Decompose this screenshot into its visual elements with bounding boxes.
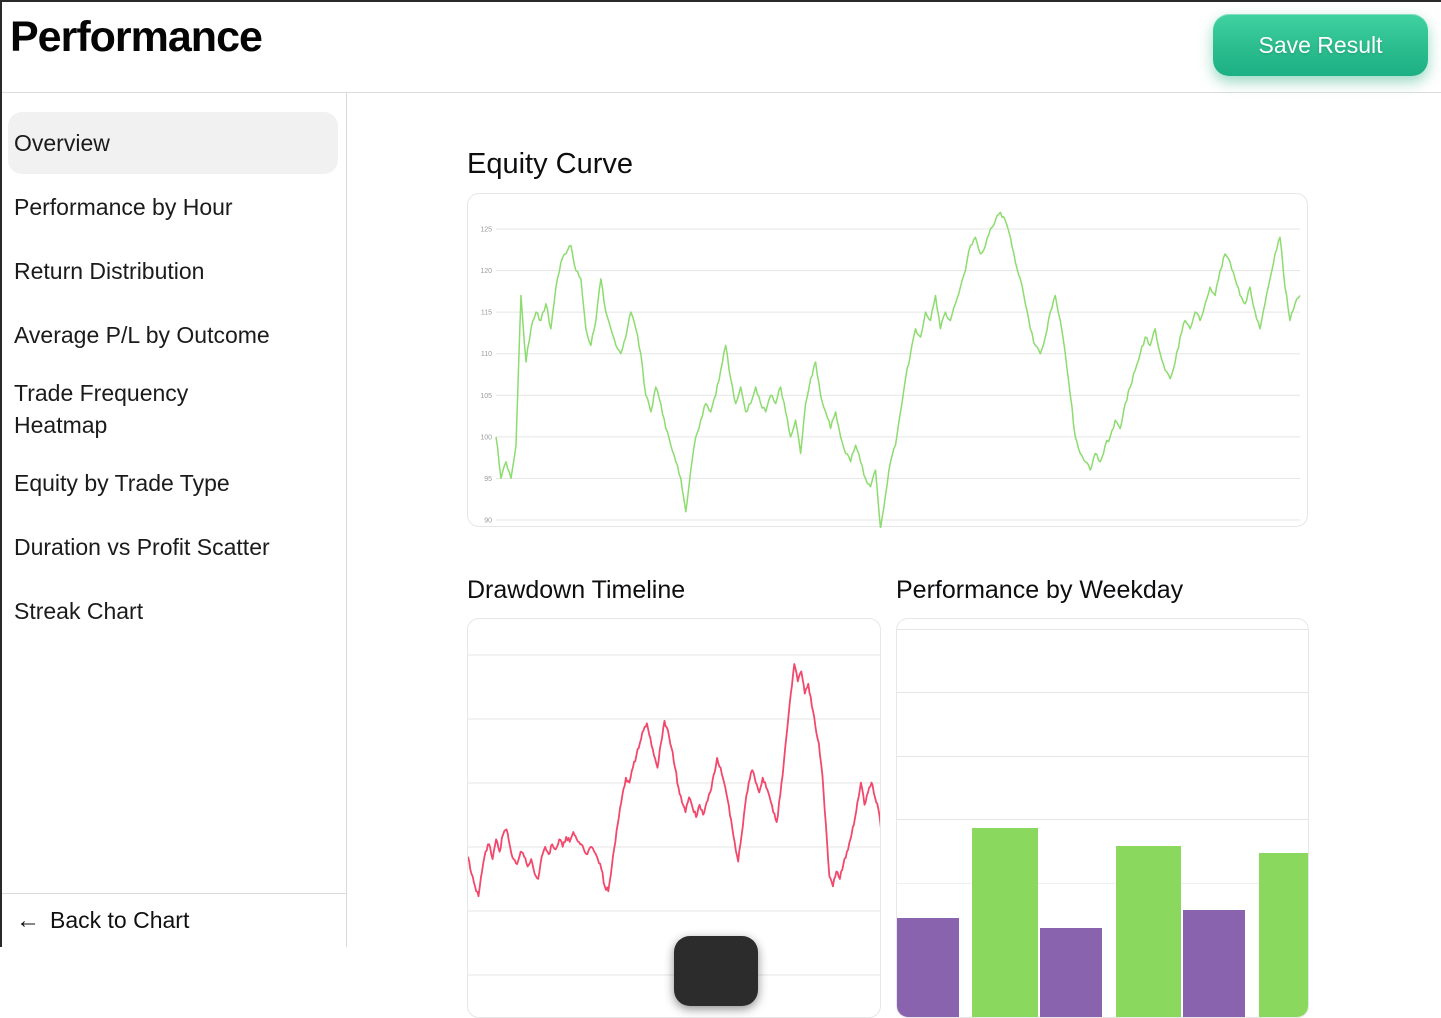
- y-tick-label: 120: [480, 268, 492, 275]
- page-title: Performance: [10, 13, 263, 61]
- series-line: [495, 211, 1301, 528]
- equity-curve-card: 125 120 115 110 105 100 95 90: [467, 193, 1309, 528]
- back-arrow-icon: ←: [16, 906, 40, 934]
- main-content: Equity Curve 125 120 115 110 105 100 95 90 Draw…: [348, 93, 1441, 1018]
- series-line: [468, 663, 880, 898]
- save-result-button[interactable]: Save Result: [1213, 14, 1428, 76]
- y-tick-label: 95: [484, 476, 492, 483]
- gridline: [897, 692, 1308, 693]
- window-edge-left: [0, 0, 2, 947]
- back-to-chart-link[interactable]: ← Back to Chart: [0, 893, 346, 947]
- sidebar-item-return-distribution[interactable]: Return Distribution: [14, 258, 205, 284]
- performance-by-weekday-title: Performance by Weekday: [896, 576, 1184, 604]
- equity-curve-title: Equity Curve: [467, 148, 634, 180]
- drawdown-timeline-card: [467, 618, 881, 1018]
- weekday-bar[interactable]: [1040, 928, 1102, 1017]
- y-tick-label: 90: [484, 518, 492, 525]
- equity-curve-chart[interactable]: 125 120 115 110 105 100 95 90: [468, 194, 1309, 528]
- weekday-bar[interactable]: [897, 918, 959, 1017]
- header: Performance Save Result: [0, 0, 1441, 93]
- sidebar-item-streak-chart[interactable]: Streak Chart: [14, 598, 144, 624]
- gridline: [897, 756, 1308, 757]
- sidebar-item-performance-by-hour[interactable]: Performance by Hour: [14, 194, 233, 220]
- y-tick-label: 125: [480, 227, 492, 234]
- performance-by-weekday-chart[interactable]: [896, 618, 1309, 1018]
- gridline: [897, 819, 1308, 820]
- y-tick-label: 115: [481, 310, 492, 317]
- sidebar: Overview Performance by Hour Return Dist…: [0, 93, 347, 947]
- gridline: [897, 883, 1308, 884]
- weekday-bar[interactable]: [1116, 846, 1181, 1017]
- window-edge-top: [0, 0, 1441, 2]
- gridline: [897, 629, 1308, 630]
- drawdown-timeline-title: Drawdown Timeline: [467, 576, 686, 604]
- weekday-bar[interactable]: [972, 828, 1038, 1017]
- sidebar-item-duration-vs-profit-scatter[interactable]: Duration vs Profit Scatter: [14, 534, 270, 560]
- sidebar-nav: Overview Performance by Hour Return Dist…: [0, 93, 346, 642]
- sidebar-item-average-pl-by-outcome[interactable]: Average P/L by Outcome: [14, 322, 270, 348]
- weekday-bar[interactable]: [1259, 853, 1308, 1017]
- sidebar-item-trade-frequency-heatmap[interactable]: Trade Frequency Heatmap: [14, 380, 189, 438]
- y-tick-label: 100: [480, 434, 492, 441]
- sidebar-item-equity-by-trade-type[interactable]: Equity by Trade Type: [14, 470, 230, 496]
- weekday-bar[interactable]: [1183, 910, 1245, 1017]
- back-to-chart-label: Back to Chart: [50, 907, 190, 933]
- sidebar-item-overview[interactable]: Overview: [8, 112, 338, 174]
- y-tick-label: 110: [481, 351, 492, 358]
- y-tick-label: 105: [480, 393, 492, 400]
